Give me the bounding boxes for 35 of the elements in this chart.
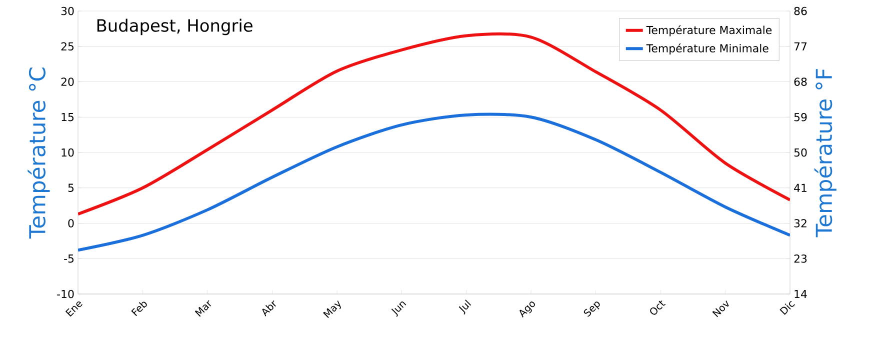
x-tick-label: Ene [65,301,82,317]
y2-tick-label: 59 [794,112,807,122]
y-tick-label: 0 [68,219,74,228]
y2-axis-title: Température °F [814,69,836,238]
x-tick-label: Abr [262,300,276,316]
x-tick-label: Dic [780,301,795,315]
x-tick-label: Ago [520,302,535,318]
y2-tick-label: 68 [794,78,807,86]
y-tick-label: 10 [62,148,74,157]
y-tick-label: 15 [62,113,74,122]
y2-tick-label: 41 [794,184,806,192]
y-axis-title: Température °C [28,68,50,239]
y2-tick-label: 32 [794,219,806,228]
y-tick-label: -5 [64,254,74,263]
legend-label: Température Minimale [646,44,768,55]
y2-tick-label: 77 [794,42,807,50]
y-tick-label: 20 [61,78,74,86]
chart-title: Budapest, Hongrie [97,18,252,36]
x-tick-label: Jul [458,300,472,315]
x-tick-label: Mar [194,300,211,317]
x-tick-label: Feb [131,302,147,316]
y2-tick-label: 23 [794,254,807,263]
legend-label: Température Maximale [646,25,772,36]
x-tick-label: Jun [391,302,406,317]
x-tick-label: Sep [584,302,600,317]
y2-tick-label: 50 [794,148,807,157]
y2-tick-label: 14 [794,290,807,298]
y-tick-label: -10 [57,290,74,298]
x-tick-label: Nov [712,300,729,318]
y-tick-label: 25 [61,42,74,51]
x-tick-label: Oct [650,300,666,315]
y-tick-label: 30 [61,6,74,16]
y2-tick-label: 86 [794,6,807,16]
y-tick-label: 5 [68,184,74,192]
line-series [78,112,790,252]
